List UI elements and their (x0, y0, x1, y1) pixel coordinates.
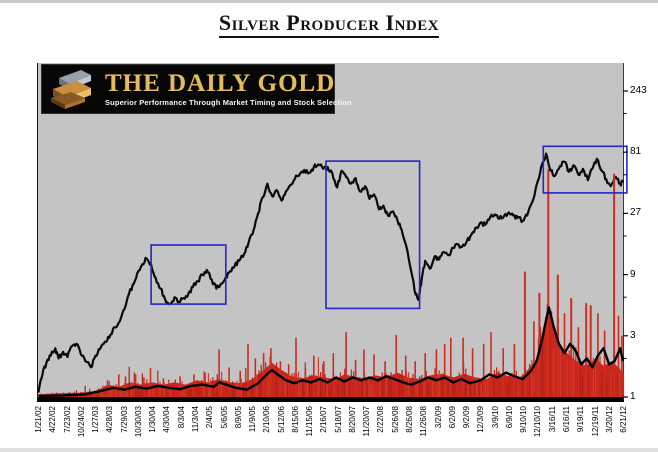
x-tick-label: 9/2/09 (462, 406, 471, 429)
y-tick-label: 3 (630, 330, 636, 341)
x-tick-label: 8/26/08 (405, 406, 414, 433)
x-tick-label: 6/2/09 (447, 406, 457, 429)
x-tick-label: 8/15/06 (290, 406, 300, 433)
x-tick-label: 9/19/11 (576, 406, 586, 433)
y-tick-label: 9 (630, 269, 636, 280)
x-tick-label: 5/6/05 (219, 406, 229, 429)
y-tick-label: 1 (630, 391, 636, 402)
chart-canvas (37, 90, 628, 398)
x-tick-label: 2/4/05 (205, 406, 215, 429)
x-tick-label: 12/19/11 (590, 406, 600, 437)
x-tick-label: 8/20/07 (347, 406, 357, 433)
x-tick-label: 10/24/02 (76, 406, 86, 438)
x-tick-label: 7/23/02 (62, 406, 72, 433)
x-tick-label: 2/22/08 (376, 406, 386, 433)
x-tick-label: 1/30/04 (148, 406, 158, 433)
logo-text: THE DAILY GOLD Superior Performance Thro… (105, 69, 352, 107)
y-tick-label: 27 (630, 207, 642, 218)
x-tick-label: 3/9/10 (490, 406, 500, 429)
x-tick-label: 2/16/07 (319, 406, 329, 433)
logo-tagline: Superior Performance Through Market Timi… (105, 97, 352, 107)
x-tick-label: 6/16/11 (561, 406, 571, 433)
x-tick-label: 7/29/03 (119, 406, 129, 433)
x-tick-label: 1/27/03 (91, 406, 101, 433)
logo-title: THE DAILY GOLD (105, 69, 336, 97)
x-tick-label: 11/20/07 (362, 406, 372, 437)
x-tick-label: 4/22/02 (48, 406, 58, 433)
x-tick-label: 8/9/05 (233, 406, 243, 429)
x-tick-label: 12/10/10 (533, 406, 543, 438)
x-tick-label: 8/3/04 (176, 406, 186, 429)
x-tick-label: 4/28/03 (105, 406, 115, 433)
x-tick-label: 5/12/06 (276, 406, 286, 433)
x-tick-label: 11/15/06 (305, 406, 315, 437)
x-tick-label: 4/30/04 (162, 406, 172, 433)
x-tick-label: 5/26/08 (390, 406, 400, 433)
x-tick-label: 12/3/09 (476, 406, 486, 433)
y-tick-label: 243 (630, 85, 647, 96)
x-tick-label: 2/10/06 (262, 406, 272, 433)
x-tick-label: 3/16/11 (547, 406, 557, 433)
x-tick-label: 11/26/08 (419, 406, 429, 437)
gold-bars-icon (51, 70, 91, 109)
x-tick-label: 3/2/09 (433, 406, 443, 429)
page-title: Silver Producer Index (0, 10, 658, 38)
x-tick-label: 11/9/05 (248, 406, 257, 433)
plot-area: THE DAILY GOLD Superior Performance Thro… (37, 63, 628, 402)
x-tick-label: 9/10/10 (519, 406, 529, 433)
x-tick-label: 6/9/10 (504, 406, 514, 429)
x-tick-label: 10/30/03 (133, 406, 143, 438)
x-tick-label: 1/21/02 (34, 406, 43, 433)
x-tick-label: 5/18/07 (333, 406, 343, 433)
y-tick-label: 81 (630, 146, 642, 157)
page-title-text: Silver Producer Index (218, 10, 440, 38)
x-tick-label: 6/21/12 (619, 406, 628, 433)
x-tick-label: 3/20/12 (604, 406, 614, 433)
daily-gold-logo: THE DAILY GOLD Superior Performance Thro… (41, 64, 352, 114)
x-tick-label: 11/3/04 (191, 406, 200, 433)
